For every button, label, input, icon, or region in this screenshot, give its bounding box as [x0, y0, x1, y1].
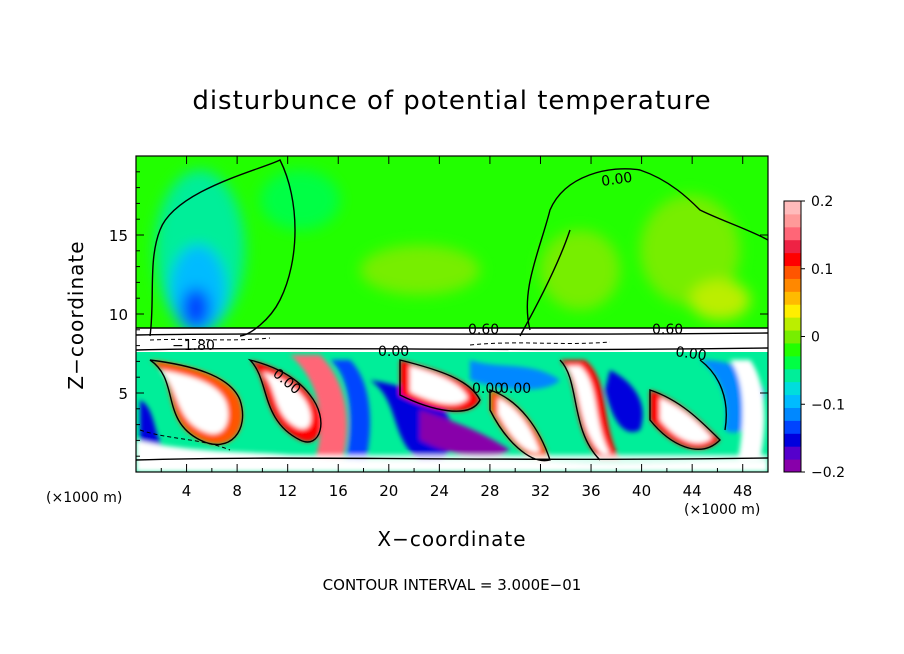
x-unit-label-right: (×1000 m) — [684, 502, 761, 518]
colorbar-swatch — [784, 304, 801, 318]
x-axis-label: X−coordinate — [377, 527, 527, 551]
contour-label: −1.80 — [172, 338, 215, 354]
y-tick-label: 15 — [109, 227, 128, 245]
contour-interval-note: CONTOUR INTERVAL = 3.000E−01 — [322, 576, 582, 594]
x-tick-label: 48 — [733, 482, 752, 500]
colorbar-swatch — [784, 330, 801, 344]
colorbar-swatch — [784, 317, 801, 331]
x-tick-label: 16 — [329, 482, 348, 500]
x-tick-label: 40 — [632, 482, 651, 500]
lower-eddies — [136, 355, 768, 472]
y-tick-label: 10 — [109, 306, 128, 324]
contour-label: 0.00 — [500, 381, 531, 397]
colorbar-swatch — [784, 252, 801, 267]
y-axis: 5 10 15 — [109, 171, 768, 457]
colorbar-swatch — [784, 394, 801, 408]
x-unit-label-left: (×1000 m) — [46, 490, 123, 506]
x-tick-label: 36 — [581, 482, 600, 500]
upper-anomalies — [155, 170, 750, 335]
colorbar-swatch — [784, 368, 801, 383]
contour-label: 0.60 — [468, 322, 499, 338]
colorbar-swatch — [784, 213, 801, 228]
colorbar-swatch — [784, 433, 801, 447]
contour-label: 0.60 — [652, 322, 683, 338]
colorbar-tick-label: 0 — [811, 330, 820, 346]
contour-label: 0.00 — [600, 170, 633, 190]
colorbar-swatch — [784, 420, 801, 434]
colorbar-swatch — [784, 407, 801, 421]
colorbar-tick-label: −0.1 — [811, 397, 845, 413]
contour-label: 0.00 — [472, 381, 503, 397]
colorbar-swatch — [784, 291, 801, 305]
contour-label: 0.00 — [674, 344, 707, 364]
negative-contours — [139, 337, 611, 451]
x-tick-label: 12 — [278, 482, 297, 500]
colorbar: 0.2 0.1 0 −0.1 −0.2 — [783, 194, 845, 481]
x-tick-label: 4 — [182, 482, 192, 500]
y-axis-label: Z−coordinate — [64, 240, 88, 390]
colorbar-swatch — [784, 201, 801, 215]
colorbar-swatch — [784, 355, 801, 370]
chart-title: disturbunce of potential temperature — [192, 86, 712, 116]
x-tick-label: 20 — [379, 482, 398, 500]
x-tick-label: 8 — [232, 482, 242, 500]
colorbar-swatch — [784, 446, 801, 460]
x-tick-label: 44 — [683, 482, 702, 500]
x-tick-label: 24 — [430, 482, 449, 500]
colorbar-tick-label: 0.2 — [811, 194, 833, 210]
colorbar-tick-label: 0.1 — [811, 262, 833, 278]
colorbar-swatch — [784, 342, 801, 357]
contour-lines — [136, 159, 768, 462]
contour-label: 0.00 — [378, 344, 409, 360]
colorbar-tick-label: −0.2 — [811, 465, 845, 481]
heatmap-field — [136, 156, 768, 472]
x-axis: 4 8 12 16 20 24 28 32 36 40 44 48 — [160, 156, 752, 500]
colorbar-swatch — [784, 226, 801, 241]
y-tick-label: 5 — [118, 385, 128, 403]
colorbar-swatch — [784, 459, 801, 473]
colorbar-swatch — [784, 265, 801, 279]
colorbar-swatch — [784, 381, 801, 396]
x-tick-label: 28 — [480, 482, 499, 500]
colorbar-swatch — [784, 239, 801, 254]
colorbar-swatch — [784, 278, 801, 292]
x-tick-label: 32 — [531, 482, 550, 500]
